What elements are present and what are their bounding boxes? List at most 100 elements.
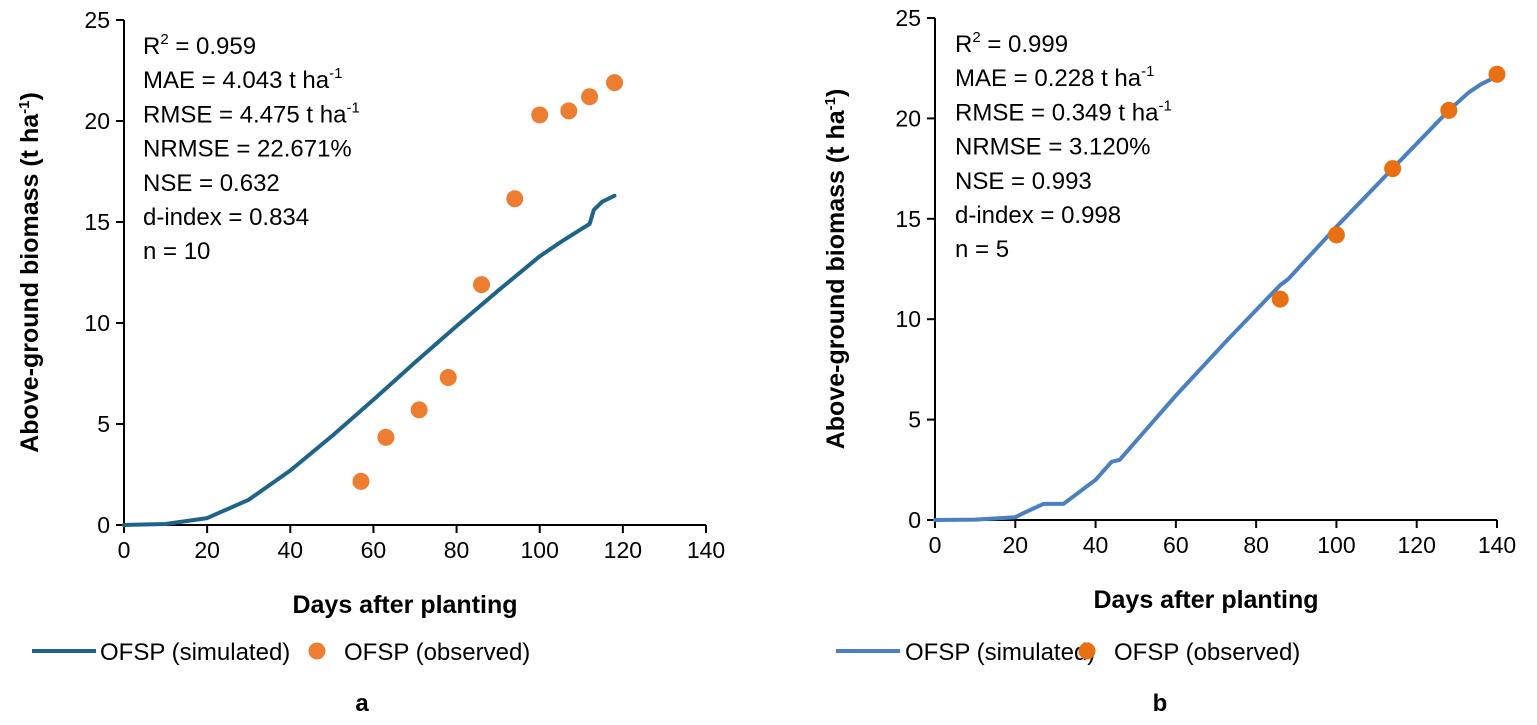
stat-sup: -1: [1141, 63, 1154, 80]
y-tick-label: 0: [97, 512, 110, 538]
stat-sup: -1: [346, 99, 359, 116]
y-axis-title-sup: -1: [16, 101, 33, 114]
stat-text: n = 5: [955, 236, 1009, 263]
stat-line: n = 5: [955, 236, 1009, 263]
observed-point: [506, 190, 524, 208]
stat-text: RMSE = 0.349 t ha: [955, 99, 1159, 126]
y-tick-label: 10: [895, 306, 921, 332]
y-axis-title-end: ): [822, 89, 850, 97]
y-tick-label: 15: [84, 209, 110, 235]
x-axis-title: Days after planting: [1093, 586, 1318, 614]
y-tick-label: 5: [97, 411, 110, 437]
observed-point: [560, 102, 578, 120]
stat-sup: 2: [160, 31, 168, 48]
x-tick-label: 0: [118, 537, 131, 563]
stat-text: d-index = 0.998: [955, 202, 1121, 229]
stat-line: R2 = 0.959: [143, 31, 256, 60]
stat-line: NSE = 0.632: [143, 170, 280, 197]
stat-line: R2 = 0.999: [955, 29, 1068, 58]
x-tick-label: 60: [361, 537, 387, 563]
x-tick-label: 20: [1002, 532, 1028, 558]
y-tick-label: 0: [908, 507, 921, 533]
stat-text: MAE = 0.228 t ha: [955, 65, 1142, 92]
observed-point: [1327, 226, 1345, 244]
observed-point: [1384, 160, 1402, 178]
x-tick-label: 80: [444, 537, 470, 563]
x-tick-label: 80: [1243, 532, 1269, 558]
x-tick-label: 140: [687, 537, 725, 563]
x-axis-title: Days after planting: [292, 591, 517, 619]
y-axis-title: Above-ground biomass (t ha-1): [822, 89, 850, 450]
stat-text: NSE = 0.993: [955, 168, 1092, 195]
x-tick-label: 120: [604, 537, 642, 563]
x-tick-label: 100: [521, 537, 559, 563]
observed-point: [473, 276, 491, 294]
stat-line: NRMSE = 22.671%: [143, 136, 352, 163]
legend-label-observed: OFSP (observed): [344, 639, 530, 666]
x-tick-label: 100: [1317, 532, 1355, 558]
legend-label-observed: OFSP (observed): [1114, 639, 1300, 666]
observed-point: [1440, 101, 1458, 119]
y-tick-label: 15: [895, 206, 921, 232]
stat-line: NSE = 0.993: [955, 168, 1092, 195]
stat-line: d-index = 0.998: [955, 202, 1121, 229]
chart-panel-a: 0 20 40 60 80 100 120 140 0 5 10 15 20 25 Days after p…: [16, 7, 725, 717]
legend-label-simulated: OFSP (simulated): [100, 639, 290, 666]
observed-point: [581, 88, 599, 106]
legend-dot-swatch: [308, 642, 326, 660]
observed-point: [352, 472, 370, 490]
y-tick-label: 20: [895, 105, 921, 131]
y-axis-title-end: ): [16, 92, 44, 100]
panel-label: b: [1153, 690, 1168, 717]
observed-point: [531, 106, 549, 124]
legend: OFSP (simulated) OFSP (observed): [836, 639, 1300, 666]
panel-label: a: [355, 690, 369, 717]
observed-point: [1271, 290, 1289, 308]
stat-sup: 2: [972, 29, 980, 46]
stat-sup: -1: [1158, 97, 1171, 114]
observed-point: [1488, 65, 1506, 83]
y-tick-label: 5: [908, 407, 921, 433]
stat-line: n = 10: [143, 238, 210, 265]
stat-text: MAE = 4.043 t ha: [143, 67, 330, 94]
legend: OFSP (simulated) OFSP (observed): [32, 639, 530, 666]
stat-line: NRMSE = 3.120%: [955, 134, 1150, 161]
stat-text: NRMSE = 22.671%: [143, 136, 352, 163]
x-tick-label: 0: [929, 532, 942, 558]
stat-sup: -1: [329, 65, 342, 82]
x-tick-label: 20: [194, 537, 220, 563]
observed-point: [410, 401, 428, 419]
stat-line: d-index = 0.834: [143, 204, 309, 231]
x-tick-label: 40: [277, 537, 303, 563]
simulated-line: [122, 193, 617, 527]
y-tick-label: 10: [84, 310, 110, 336]
stat-line: RMSE = 0.349 t ha-1: [955, 97, 1172, 126]
observed-point: [606, 74, 624, 92]
observed-point: [377, 428, 395, 446]
chart-panel-b: 0 20 40 60 80 100 120 140 0 5 10 15 20 25 Days after p…: [822, 5, 1516, 717]
stat-rest: = 0.999: [981, 31, 1068, 58]
stat-text: NSE = 0.632: [143, 170, 280, 197]
x-tick-label: 140: [1478, 532, 1516, 558]
stat-text: n = 10: [143, 238, 210, 265]
x-tick-label: 40: [1083, 532, 1109, 558]
y-tick-label: 25: [84, 7, 110, 33]
y-axis-title-text: Above-ground biomass (t ha: [16, 113, 44, 453]
stat-text: d-index = 0.834: [143, 204, 309, 231]
observed-point: [439, 369, 457, 387]
y-axis-title-text: Above-ground biomass (t ha: [822, 109, 850, 449]
stat-text: R: [955, 31, 972, 58]
stat-line: MAE = 4.043 t ha-1: [143, 65, 342, 94]
legend-dot-swatch: [1078, 642, 1096, 660]
stat-text: R: [143, 33, 160, 60]
x-tick-label: 60: [1163, 532, 1189, 558]
x-tick-label: 120: [1398, 532, 1436, 558]
stat-line: MAE = 0.228 t ha-1: [955, 63, 1154, 92]
stat-text: RMSE = 4.475 t ha: [143, 101, 347, 128]
stat-rest: = 0.959: [169, 33, 256, 60]
stat-text: NRMSE = 3.120%: [955, 134, 1150, 161]
y-tick-label: 25: [895, 5, 921, 31]
y-axis-title-sup: -1: [822, 97, 839, 110]
